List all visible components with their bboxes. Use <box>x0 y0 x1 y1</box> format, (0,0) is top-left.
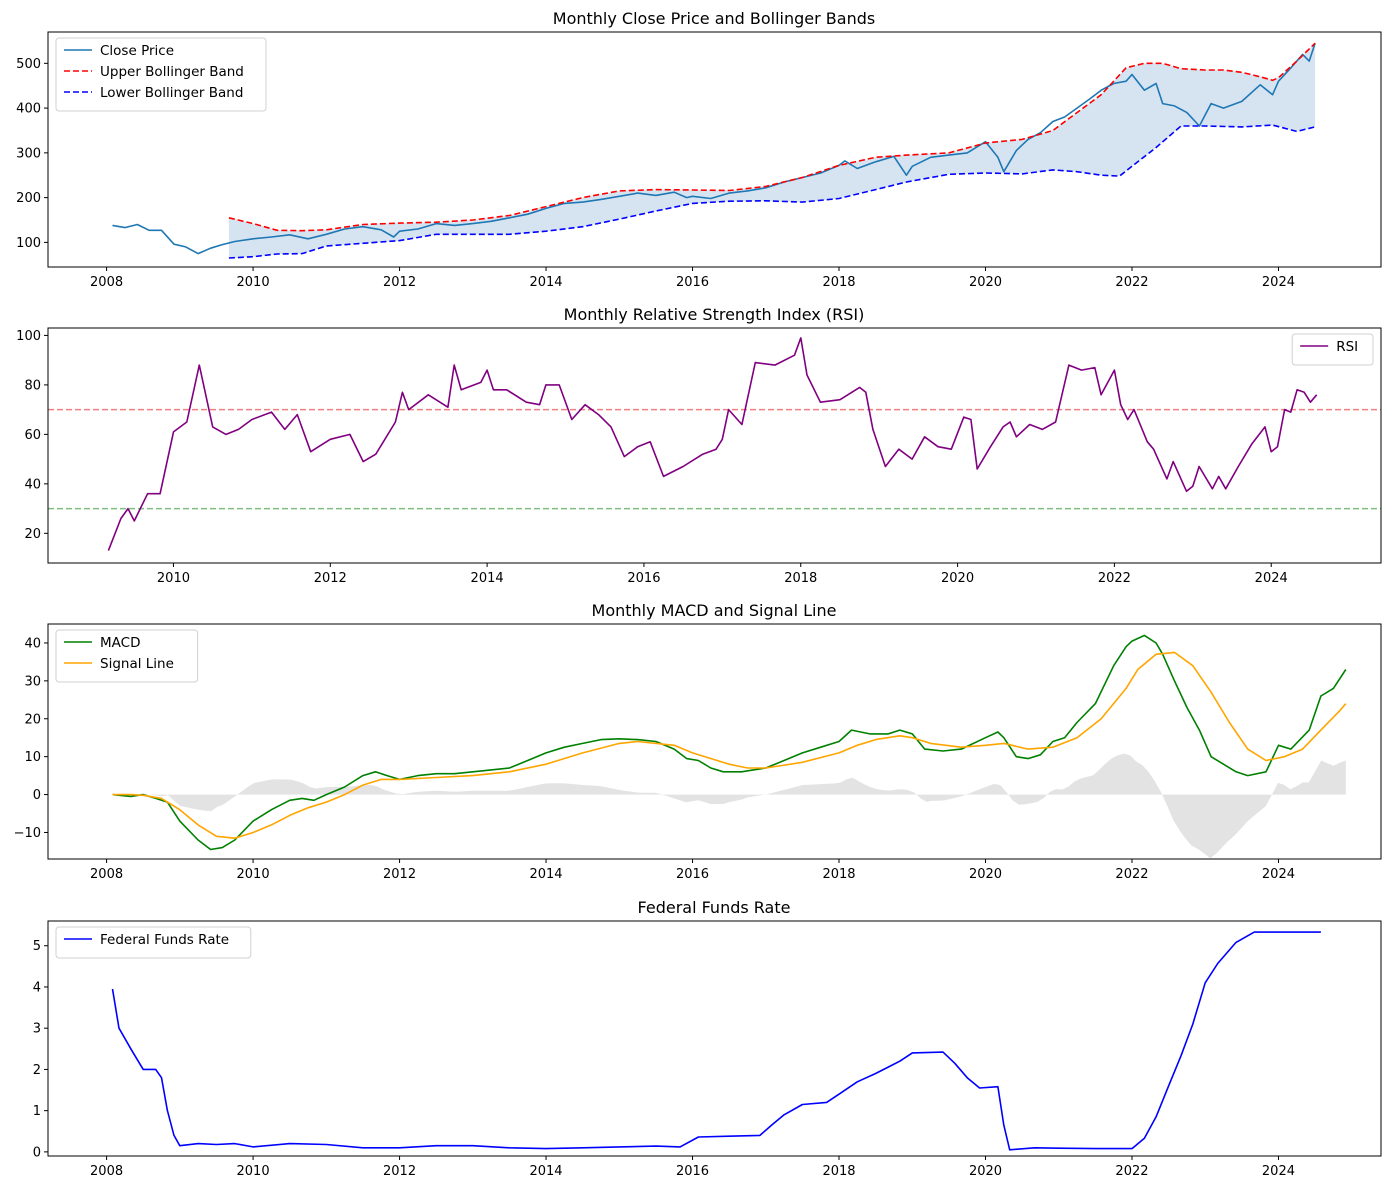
y-tick-label: 2 <box>33 1063 41 1078</box>
y-tick-label: 20 <box>24 527 41 542</box>
series-line-upper-bollinger-band <box>228 42 1316 232</box>
panel-close-price: 2008 2010 2012 2014 2016 2018 2020 2022 2024 100 2… <box>16 31 1382 290</box>
x-tick-label: 2024 <box>1262 867 1295 882</box>
macd-histogram <box>112 753 1346 859</box>
series-line-signal-line <box>112 651 1347 839</box>
legend-box <box>55 926 252 959</box>
legend: RSI <box>1291 333 1374 366</box>
x-tick-label: 2014 <box>529 1164 562 1179</box>
x-tick-label: 2018 <box>822 1164 855 1179</box>
y-tick-label: 0 <box>33 788 41 803</box>
x-tick-label: 2022 <box>1115 867 1148 882</box>
y-tick-label: 500 <box>16 57 41 72</box>
x-tick-label: 2020 <box>969 867 1002 882</box>
x-tick-label: 2012 <box>383 1164 416 1179</box>
legend: Federal Funds Rate <box>55 926 252 959</box>
x-tick-label: 2014 <box>471 571 504 586</box>
series-line-rsi <box>107 337 1318 551</box>
legend-box <box>1291 333 1374 366</box>
panel-4-title: Federal Funds Rate <box>638 898 791 917</box>
x-tick-label: 2012 <box>383 867 416 882</box>
legend-label: Close Price <box>100 43 174 59</box>
y-tick-label: 300 <box>16 146 41 161</box>
x-tick-label: 2018 <box>822 867 855 882</box>
x-tick-label: 2024 <box>1255 571 1288 586</box>
plot-area <box>111 931 1321 1151</box>
x-tick-label: 2020 <box>941 571 974 586</box>
legend-label: Upper Bollinger Band <box>100 64 244 80</box>
panel-fed-funds: 2008 2010 2012 2014 2016 2018 2020 2022 2024 0 1 2 3… <box>33 920 1382 1179</box>
panel-macd: 2008 2010 2012 2014 2016 2018 2020 2022 2024−100… <box>14 623 1382 882</box>
legend-box <box>55 37 267 112</box>
y-tick-label: 200 <box>16 191 41 206</box>
x-tick-label: 2012 <box>383 275 416 290</box>
plot-area <box>112 42 1316 259</box>
y-tick-label: 100 <box>16 236 41 251</box>
x-tick-label: 2016 <box>627 571 660 586</box>
legend: Close Price Upper Bollinger Band Lower Bol… <box>55 37 267 112</box>
panel-1-title: Monthly Close Price and Bollinger Bands <box>553 9 875 28</box>
axes-frame <box>47 327 1382 564</box>
legend-label: MACD <box>100 635 140 651</box>
x-tick-label: 2016 <box>676 1164 709 1179</box>
y-tick-label: 0 <box>33 1145 41 1160</box>
plot-area <box>48 337 1381 551</box>
panel-3-title: Monthly MACD and Signal Line <box>592 601 837 620</box>
axes-frame <box>47 623 1382 860</box>
x-tick-label: 2008 <box>90 275 123 290</box>
axes-frame <box>47 31 1382 268</box>
x-tick-label: 2008 <box>90 1164 123 1179</box>
x-tick-label: 2016 <box>676 275 709 290</box>
y-tick-label: 5 <box>33 939 41 954</box>
panel-2-title: Monthly Relative Strength Index (RSI) <box>564 305 865 324</box>
x-tick-label: 2012 <box>314 571 347 586</box>
legend-label: Lower Bollinger Band <box>100 85 243 101</box>
x-tick-label: 2010 <box>237 867 270 882</box>
y-tick-label: 3 <box>33 1022 41 1037</box>
x-tick-label: 2008 <box>90 867 123 882</box>
y-tick-label: 30 <box>24 674 41 689</box>
panel-rsi: 2010 2012 2014 2016 2018 2020 2022 2024 20 40 60 80… <box>16 327 1382 586</box>
x-tick-label: 2024 <box>1262 1164 1295 1179</box>
y-tick-label: 80 <box>24 378 41 393</box>
y-tick-label: 20 <box>24 712 41 727</box>
x-tick-label: 2010 <box>157 571 190 586</box>
x-tick-label: 2018 <box>822 275 855 290</box>
x-tick-label: 2020 <box>969 1164 1002 1179</box>
x-tick-label: 2022 <box>1098 571 1131 586</box>
y-tick-label: 60 <box>24 428 41 443</box>
x-tick-label: 2022 <box>1115 1164 1148 1179</box>
series-line-lower-bollinger-band <box>228 124 1316 259</box>
x-tick-label: 2010 <box>237 275 270 290</box>
y-tick-label: 100 <box>16 329 41 344</box>
y-tick-label: 10 <box>24 750 41 765</box>
x-tick-label: 2010 <box>237 1164 270 1179</box>
bollinger-band-fill <box>228 43 1316 259</box>
y-tick-label: 4 <box>33 980 41 995</box>
x-tick-label: 2022 <box>1115 275 1148 290</box>
y-tick-label: 40 <box>24 636 41 651</box>
y-tick-label: 1 <box>33 1104 41 1119</box>
legend-label: Federal Funds Rate <box>100 932 229 948</box>
legend: MACD Signal Line <box>55 629 199 683</box>
legend-label: RSI <box>1336 339 1358 355</box>
legend-box <box>55 629 199 683</box>
y-tick-label: 40 <box>24 477 41 492</box>
y-tick-label: 400 <box>16 102 41 117</box>
axes-frame <box>47 920 1382 1157</box>
x-tick-label: 2016 <box>676 867 709 882</box>
x-tick-label: 2014 <box>529 867 562 882</box>
series-line-federal-funds-rate <box>111 931 1321 1151</box>
series-line-macd <box>112 634 1347 851</box>
x-tick-label: 2020 <box>969 275 1002 290</box>
y-tick-label: −10 <box>14 826 41 841</box>
x-tick-label: 2024 <box>1262 275 1295 290</box>
x-tick-label: 2018 <box>784 571 817 586</box>
x-tick-label: 2014 <box>529 275 562 290</box>
plot-area <box>112 634 1347 859</box>
legend-label: Signal Line <box>100 656 174 672</box>
